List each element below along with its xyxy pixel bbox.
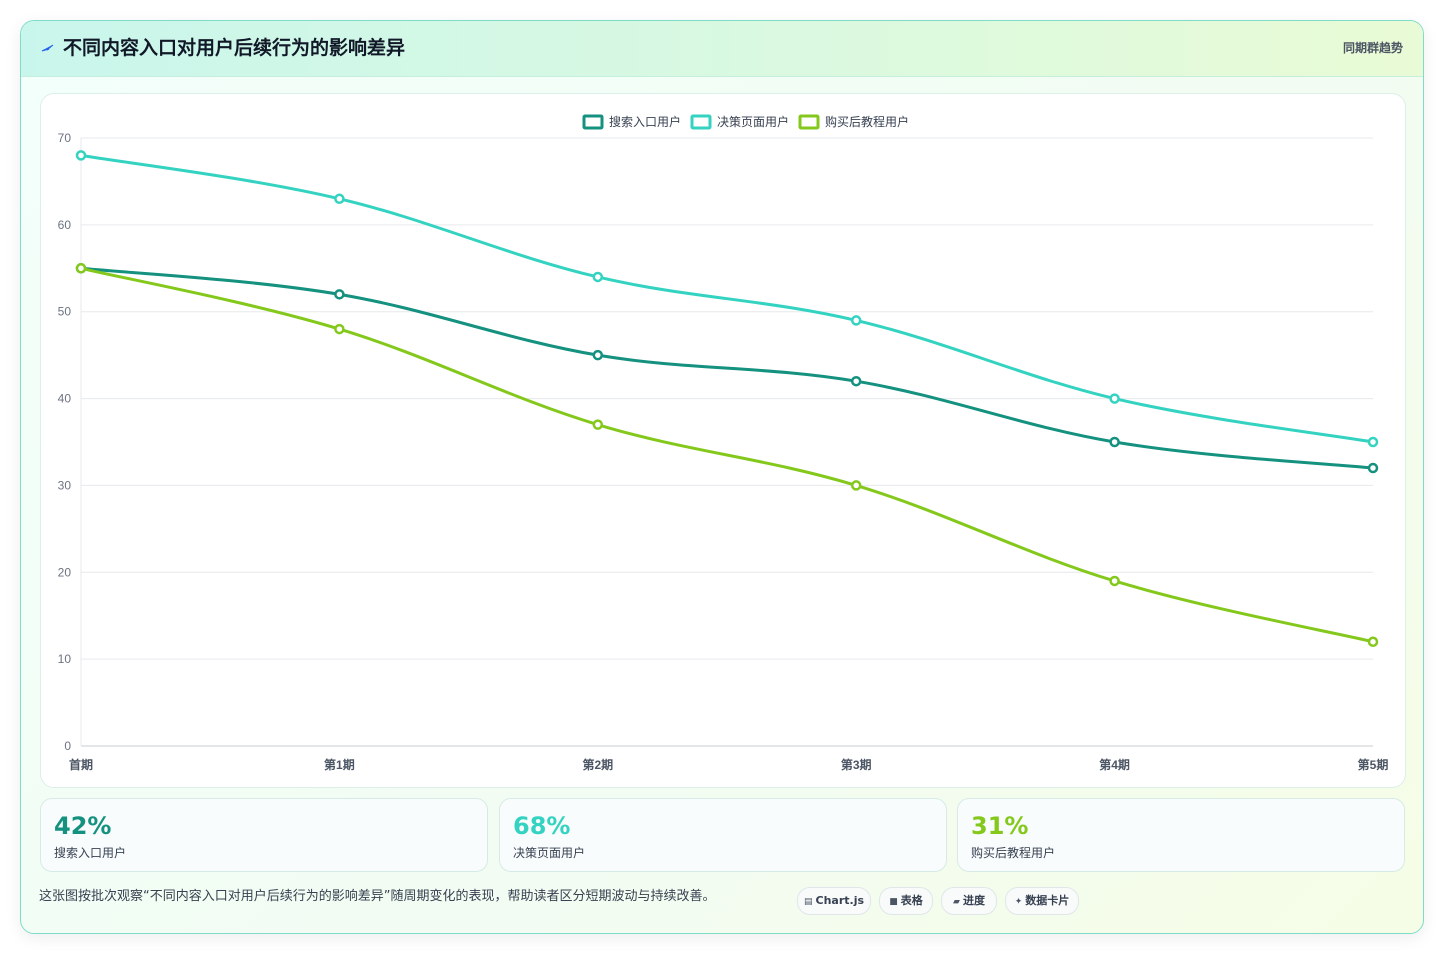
- header-tag: 同期群趋势: [1342, 41, 1403, 55]
- progress-icon: ▰: [953, 897, 960, 907]
- card-header: 不同内容入口对用户后续行为的影响差异 同期群趋势: [21, 21, 1423, 77]
- chart-card: 不同内容入口对用户后续行为的影响差异 同期群趋势 0 10 20 30 40 50 60 70…: [20, 20, 1424, 934]
- data-point: [592, 271, 604, 283]
- y-tick-label: 10: [58, 652, 72, 666]
- y-tick-label: 60: [58, 218, 72, 232]
- pill-chartjs[interactable]: ▤ Chart.js: [797, 887, 871, 915]
- legend-label: 决策页面用户: [717, 114, 789, 129]
- line-chart: 0 10 20 30 40 50 60 70 首期 第1期 第2期 第3期 第4期 第5期 搜索入口用户 决策…: [58, 114, 1389, 772]
- y-tick-label: 40: [58, 392, 72, 406]
- pill-label: 数据卡片: [1025, 894, 1070, 907]
- lightning-icon: [41, 39, 55, 57]
- pill-label: 进度: [962, 894, 985, 907]
- y-tick-label: 50: [58, 305, 72, 319]
- chart-icon: ▤: [803, 897, 813, 907]
- pill-label: 表格: [900, 894, 923, 907]
- legend-label: 购买后教程用户: [825, 114, 909, 129]
- x-tick-label: 第2期: [582, 757, 613, 772]
- legend-label: 搜索入口用户: [609, 114, 681, 129]
- pill-datacard[interactable]: ✦ 数据卡片: [1005, 887, 1079, 915]
- stat-card-decision: 68% 决策页面用户: [499, 798, 947, 872]
- sparkle-icon: ✦: [1014, 897, 1023, 907]
- y-tick-label: 20: [58, 565, 72, 579]
- x-tick-label: 首期: [69, 757, 93, 772]
- stat-card-tutorial: 31% 购买后教程用户: [957, 798, 1405, 872]
- data-point: [334, 193, 345, 205]
- series-line: [79, 153, 1375, 444]
- data-point: [334, 323, 345, 335]
- chart-panel: 0 10 20 30 40 50 60 70 首期 第1期 第2期 第3期 第4期 第5期 搜索入口用户 决策…: [40, 93, 1406, 788]
- data-point: [850, 480, 862, 491]
- page-title: 不同内容入口对用户后续行为的影响差异: [63, 37, 406, 59]
- footnote: 这张图按批次观察“不同内容入口对用户后续行为的影响差异”随周期变化的表现，帮助读…: [39, 889, 716, 904]
- legend-swatch: [690, 114, 712, 130]
- data-point: [1109, 436, 1120, 448]
- data-point: [592, 349, 604, 361]
- data-point: [1367, 636, 1379, 648]
- stat-label: 搜索入口用户: [54, 846, 127, 860]
- stat-value: 68%: [513, 812, 571, 840]
- stat-value: 42%: [54, 812, 112, 840]
- data-point: [1367, 436, 1379, 448]
- series-line: [79, 266, 1375, 644]
- pill-label: Chart.js: [815, 894, 865, 907]
- x-tick-label: 第4期: [1099, 757, 1130, 772]
- data-point: [850, 375, 862, 387]
- legend-swatch: [798, 114, 820, 130]
- stat-label: 决策页面用户: [513, 846, 586, 860]
- stat-value: 31%: [971, 812, 1029, 840]
- stat-label: 购买后教程用户: [971, 846, 1056, 860]
- data-point: [850, 315, 862, 326]
- series-line: [79, 266, 1375, 470]
- x-tick-label: 第3期: [841, 757, 872, 772]
- data-point: [1367, 462, 1379, 474]
- pill-table[interactable]: ■ 表格: [879, 887, 933, 915]
- table-icon: ■: [889, 897, 898, 907]
- data-point: [75, 263, 87, 274]
- y-tick-label: 70: [58, 131, 72, 145]
- x-tick-label: 第5期: [1358, 757, 1389, 772]
- data-point: [592, 419, 604, 430]
- x-tick-label: 第1期: [324, 757, 355, 772]
- y-tick-label: 30: [58, 478, 72, 492]
- stat-card-search: 42% 搜索入口用户: [40, 798, 488, 872]
- data-point: [1109, 393, 1120, 404]
- y-tick-label: 0: [64, 739, 71, 753]
- data-point: [75, 150, 87, 161]
- pill-progress[interactable]: ▰ 进度: [941, 887, 997, 915]
- legend-swatch: [582, 114, 604, 130]
- data-point: [1109, 575, 1120, 587]
- data-point: [334, 289, 345, 300]
